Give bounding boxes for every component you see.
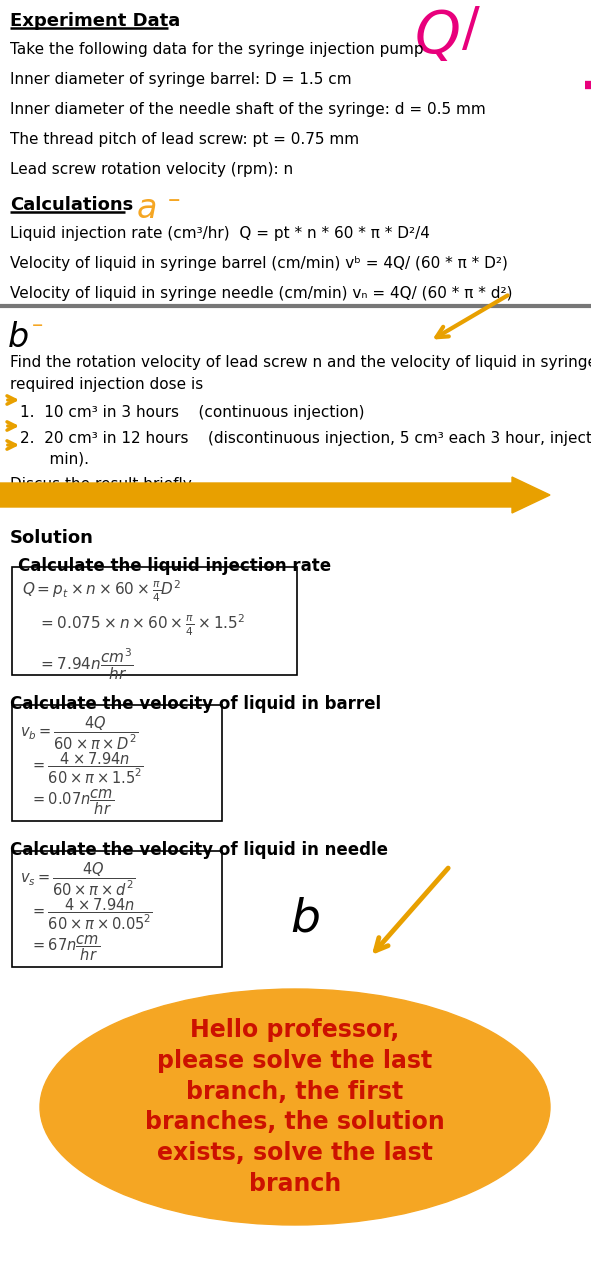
Text: 2.  20 cm³ in 12 hours    (discontinuous injection, 5 cm³ each 3 hour, injection: 2. 20 cm³ in 12 hours (discontinuous inj…: [20, 431, 591, 445]
Text: –: –: [32, 315, 43, 335]
Text: –: –: [168, 188, 180, 212]
Text: 1.  10 cm³ in 3 hours    (continuous injection): 1. 10 cm³ in 3 hours (continuous injecti…: [20, 404, 365, 420]
Ellipse shape: [40, 989, 550, 1225]
Text: Q: Q: [415, 8, 461, 65]
Text: $Q = p_t \times n \times 60 \times \frac{\pi}{4}D^2$: $Q = p_t \times n \times 60 \times \frac…: [22, 579, 181, 604]
Text: b: b: [290, 896, 320, 942]
FancyBboxPatch shape: [12, 567, 297, 675]
Text: $= 67n \dfrac{cm}{hr}$: $= 67n \dfrac{cm}{hr}$: [30, 933, 100, 963]
Text: Experiment Data: Experiment Data: [10, 12, 180, 29]
Text: Discus the result briefly.: Discus the result briefly.: [10, 477, 194, 492]
Text: Take the following data for the syringe injection pump: Take the following data for the syringe …: [10, 42, 424, 58]
Text: Velocity of liquid in syringe needle (cm/min) vₙ = 4Q/ (60 * π * d²): Velocity of liquid in syringe needle (cm…: [10, 285, 512, 301]
FancyArrow shape: [0, 477, 550, 513]
Text: Lead screw rotation velocity (rpm): n: Lead screw rotation velocity (rpm): n: [10, 163, 293, 177]
Text: $= \dfrac{4 \times 7.94n}{60 \times \pi \times 1.5^2}$: $= \dfrac{4 \times 7.94n}{60 \times \pi …: [30, 751, 144, 786]
Text: Inner diameter of the needle shaft of the syringe: d = 0.5 mm: Inner diameter of the needle shaft of th…: [10, 102, 486, 116]
Text: $= \dfrac{4 \times 7.94n}{60 \times \pi \times 0.05^2}$: $= \dfrac{4 \times 7.94n}{60 \times \pi …: [30, 897, 153, 932]
Text: $= 0.075 \times n \times 60 \times \frac{\pi}{4} \times 1.5^2$: $= 0.075 \times n \times 60 \times \frac…: [38, 613, 245, 637]
Text: Calculate the velocity of liquid in needle: Calculate the velocity of liquid in need…: [10, 841, 388, 859]
Text: Liquid injection rate (cm³/hr)  Q = pt * n * 60 * π * D²/4: Liquid injection rate (cm³/hr) Q = pt * …: [10, 227, 430, 241]
Text: $= 7.94n \dfrac{cm^3}{hr}$: $= 7.94n \dfrac{cm^3}{hr}$: [38, 646, 134, 682]
Text: Velocity of liquid in syringe barrel (cm/min) vᵇ = 4Q/ (60 * π * D²): Velocity of liquid in syringe barrel (cm…: [10, 256, 508, 271]
Text: /: /: [462, 4, 480, 56]
Text: Find the rotation velocity of lead screw n and the velocity of liquid in syringe: Find the rotation velocity of lead screw…: [10, 355, 591, 370]
Text: Inner diameter of syringe barrel: D = 1.5 cm: Inner diameter of syringe barrel: D = 1.…: [10, 72, 352, 87]
Text: required injection dose is: required injection dose is: [10, 378, 203, 392]
Text: The thread pitch of lead screw: pt = 0.75 mm: The thread pitch of lead screw: pt = 0.7…: [10, 132, 359, 147]
FancyBboxPatch shape: [12, 705, 222, 820]
Text: Calculate the liquid injection rate: Calculate the liquid injection rate: [18, 557, 331, 575]
Text: min).: min).: [30, 451, 89, 466]
Text: Calculate the velocity of liquid in barrel: Calculate the velocity of liquid in barr…: [10, 695, 381, 713]
Text: Hello professor,
please solve the last
branch, the first
branches, the solution
: Hello professor, please solve the last b…: [145, 1019, 445, 1196]
Text: b: b: [8, 321, 29, 355]
Text: Solution: Solution: [10, 529, 94, 547]
Text: $v_s = \dfrac{4Q}{60 \times \pi \times d^2}$: $v_s = \dfrac{4Q}{60 \times \pi \times d…: [20, 861, 135, 899]
Text: Calculations: Calculations: [10, 196, 133, 214]
Text: $= 0.07n \dfrac{cm}{hr}$: $= 0.07n \dfrac{cm}{hr}$: [30, 787, 114, 817]
FancyBboxPatch shape: [12, 851, 222, 966]
Text: a: a: [137, 192, 157, 225]
Text: $v_b = \dfrac{4Q}{60 \times \pi \times D^2}$: $v_b = \dfrac{4Q}{60 \times \pi \times D…: [20, 716, 138, 753]
